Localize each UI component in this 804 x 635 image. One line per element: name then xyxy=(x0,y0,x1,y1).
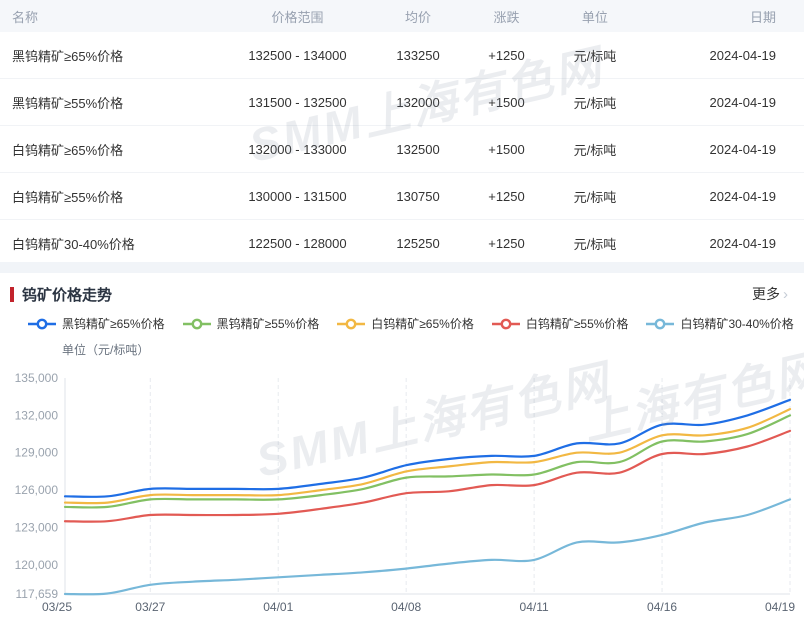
legend-line-marker-icon xyxy=(28,318,56,329)
more-link[interactable]: 更多 › xyxy=(752,284,788,304)
cell-unit: 元/标吨 xyxy=(546,219,644,262)
table-row: 黑钨精矿≥65%价格 132500 - 134000 133250 +1250 元/标吨… xyxy=(0,32,804,79)
legend-label: 黑钨精矿≥55%价格 xyxy=(216,317,320,331)
column-header: 名称 xyxy=(0,0,226,32)
legend-label: 黑钨精矿≥65%价格 xyxy=(62,317,165,331)
svg-text:126,000: 126,000 xyxy=(15,483,59,497)
cell-change: +1500 xyxy=(466,78,547,126)
cell-name: 黑钨精矿≥55%价格 xyxy=(0,78,226,126)
price-table: 名称 价格范围 均价 涨跌 单位 日期 黑钨精矿≥65%价格 132500 - 134000… xyxy=(0,0,804,262)
more-label: 更多 xyxy=(752,286,780,302)
axis-lines xyxy=(64,378,790,595)
cell-name: 白钨精矿≥65%价格 xyxy=(0,125,226,173)
chevron-right-icon: › xyxy=(783,285,788,303)
legend-item[interactable]: 白钨精矿30-40%价格 xyxy=(645,315,794,332)
series-line xyxy=(63,429,792,523)
cell-name: 白钨精矿30-40%价格 xyxy=(0,219,226,262)
svg-text:135,000: 135,000 xyxy=(15,371,59,385)
svg-text:129,000: 129,000 xyxy=(15,446,59,460)
legend-line-marker-icon xyxy=(646,318,675,329)
table-row: 白钨精矿≥55%价格 130000 - 131500 130750 +1250 元/标吨… xyxy=(0,172,804,220)
price-chart-svg: 117,659 120,000 123,000 126,000 129,000 132,0… xyxy=(15,371,796,614)
axis-unit-label: 单位（元/标吨） xyxy=(62,343,150,357)
chart-legend: 黑钨精矿≥65%价格 黑钨精矿≥55%价格 白钨精矿≥65%价格 白钨精矿≥55%价格… xyxy=(27,315,804,332)
header-row: 名称 价格范围 均价 涨跌 单位 日期 xyxy=(0,0,804,32)
card-divider xyxy=(0,262,804,273)
price-chart-card: 钨矿价格走势 更多 › 黑钨精矿≥65%价格 黑钨精矿≥55%价格 白钨精矿≥65%… xyxy=(0,273,804,635)
cell-change: +1250 xyxy=(488,47,525,63)
chart-section-title: 钨矿价格走势 xyxy=(10,284,112,305)
cell-date: 2024-04-19 xyxy=(643,78,804,126)
cell-unit: 元/标吨 xyxy=(546,172,644,220)
column-header: 涨跌 xyxy=(466,0,547,32)
svg-text:03/27: 03/27 xyxy=(135,600,165,614)
x-axis-labels: 03/25 03/27 04/01 04/08 04/11 04/16 04/19 xyxy=(42,600,795,614)
table-row: 黑钨精矿≥55%价格 131500 - 132500 132000 +1500 元/标吨… xyxy=(0,78,804,126)
cell-range: 132000 - 133000 xyxy=(225,125,370,173)
cell-date: 2024-04-19 xyxy=(643,125,804,173)
legend-line-marker-icon xyxy=(491,318,520,329)
legend-label: 白钨精矿≥65%价格 xyxy=(371,317,474,331)
svg-text:03/25: 03/25 xyxy=(42,600,72,614)
svg-text:04/01: 04/01 xyxy=(263,600,293,614)
column-header: 价格范围 xyxy=(225,0,370,32)
cell-change: +1250 xyxy=(466,172,547,220)
legend-line-marker-icon xyxy=(182,318,211,329)
series-line xyxy=(63,414,792,509)
legend-item[interactable]: 白钨精矿≥55%价格 xyxy=(491,315,629,332)
svg-text:132,000: 132,000 xyxy=(15,408,59,422)
series-line xyxy=(63,498,792,596)
cell-date: 2024-04-19 xyxy=(709,47,777,63)
cell-avg: 132500 xyxy=(369,125,467,173)
legend-item[interactable]: 黑钨精矿≥65%价格 xyxy=(27,315,165,332)
column-header: 日期 xyxy=(643,0,804,32)
legend-label: 白钨精矿30-40%价格 xyxy=(680,317,794,331)
table-row: 白钨精矿30-40%价格 122500 - 128000 125250 +1250 元/… xyxy=(0,219,804,262)
cell-range: 122500 - 128000 xyxy=(225,219,370,262)
title-accent-bar xyxy=(10,286,14,302)
cell-name: 黑钨精矿≥65%价格 xyxy=(12,48,124,64)
cell-avg: 132000 xyxy=(369,78,467,126)
legend-line-marker-icon xyxy=(337,318,366,329)
cell-date: 2024-04-19 xyxy=(643,172,804,220)
table-row: 白钨精矿≥65%价格 132000 - 133000 132500 +1500 元/标吨… xyxy=(0,125,804,173)
chart-plot-area[interactable] xyxy=(65,378,790,594)
svg-text:120,000: 120,000 xyxy=(15,558,59,572)
cell-change: +1250 xyxy=(466,219,547,262)
cell-unit: 元/标吨 xyxy=(546,125,644,173)
cell-avg: 125250 xyxy=(369,219,467,262)
cell-range: 131500 - 132500 xyxy=(225,78,370,126)
price-table-header: 名称 价格范围 均价 涨跌 单位 日期 xyxy=(0,0,804,32)
gridlines xyxy=(149,378,791,594)
cell-unit: 元/标吨 xyxy=(546,78,644,126)
svg-text:123,000: 123,000 xyxy=(15,520,59,534)
svg-text:04/11: 04/11 xyxy=(520,600,549,614)
cell-avg: 130750 xyxy=(369,172,467,220)
legend-item[interactable]: 白钨精矿≥65%价格 xyxy=(336,315,474,332)
price-table-body: 黑钨精矿≥65%价格 132500 - 134000 133250 +1250 元/标吨… xyxy=(0,32,804,262)
svg-text:117,659: 117,659 xyxy=(16,587,59,601)
svg-text:04/16: 04/16 xyxy=(647,600,677,614)
cell-date: 2024-04-19 xyxy=(643,219,804,262)
cell-range: 132500 - 134000 xyxy=(248,47,347,63)
column-header: 均价 xyxy=(369,0,467,32)
column-header: 单位 xyxy=(546,0,644,32)
cell-unit: 元/标吨 xyxy=(573,48,617,64)
cell-name: 白钨精矿≥55%价格 xyxy=(0,172,226,220)
legend-label: 白钨精矿≥55%价格 xyxy=(525,317,629,331)
svg-text:04/08: 04/08 xyxy=(391,600,421,614)
chart-card-header: 钨矿价格走势 更多 › xyxy=(0,283,804,305)
y-axis-labels: 117,659 120,000 123,000 126,000 129,000 132,0… xyxy=(15,371,59,601)
legend-item[interactable]: 黑钨精矿≥55%价格 xyxy=(182,315,320,332)
chart-title: 钨矿价格走势 xyxy=(22,286,113,304)
cell-change: +1500 xyxy=(466,125,547,173)
cell-avg: 133250 xyxy=(396,47,440,63)
price-table-card: 名称 价格范围 均价 涨跌 单位 日期 黑钨精矿≥65%价格 132500 - 134000… xyxy=(0,0,804,262)
series-lines xyxy=(63,398,792,596)
cell-range: 130000 - 131500 xyxy=(225,172,370,220)
series-line xyxy=(63,408,792,505)
series-line xyxy=(63,398,792,498)
svg-text:04/19: 04/19 xyxy=(765,600,795,614)
